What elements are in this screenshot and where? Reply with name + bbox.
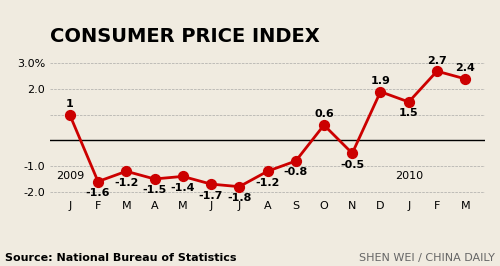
Point bbox=[179, 174, 187, 178]
Text: 2.7: 2.7 bbox=[427, 56, 447, 65]
Point bbox=[122, 169, 130, 173]
Text: SHEN WEI / CHINA DAILY: SHEN WEI / CHINA DAILY bbox=[359, 253, 495, 263]
Text: 2010: 2010 bbox=[394, 171, 423, 181]
Text: -1.4: -1.4 bbox=[170, 183, 195, 193]
Text: -0.5: -0.5 bbox=[340, 160, 364, 170]
Text: 1.5: 1.5 bbox=[399, 108, 418, 118]
Point bbox=[292, 159, 300, 163]
Point bbox=[433, 69, 441, 73]
Point bbox=[264, 169, 272, 173]
Point bbox=[207, 182, 215, 186]
Text: 1.9: 1.9 bbox=[370, 76, 390, 86]
Text: 2009: 2009 bbox=[56, 171, 84, 181]
Text: -0.8: -0.8 bbox=[284, 167, 308, 177]
Point bbox=[376, 90, 384, 94]
Text: -1.7: -1.7 bbox=[199, 190, 223, 201]
Text: CONSUMER PRICE INDEX: CONSUMER PRICE INDEX bbox=[50, 27, 320, 46]
Point bbox=[461, 77, 469, 81]
Text: -1.2: -1.2 bbox=[256, 178, 280, 188]
Text: 1: 1 bbox=[66, 99, 74, 109]
Text: -1.2: -1.2 bbox=[114, 178, 138, 188]
Text: -1.6: -1.6 bbox=[86, 188, 110, 198]
Text: -1.8: -1.8 bbox=[227, 193, 252, 203]
Point bbox=[320, 123, 328, 127]
Point bbox=[150, 177, 158, 181]
Text: Source: National Bureau of Statistics: Source: National Bureau of Statistics bbox=[5, 253, 236, 263]
Point bbox=[236, 185, 244, 189]
Text: 2.4: 2.4 bbox=[456, 63, 475, 73]
Point bbox=[348, 151, 356, 155]
Point bbox=[94, 179, 102, 184]
Point bbox=[404, 100, 412, 104]
Text: -1.5: -1.5 bbox=[142, 185, 167, 196]
Point bbox=[66, 113, 74, 117]
Text: 0.6: 0.6 bbox=[314, 109, 334, 119]
